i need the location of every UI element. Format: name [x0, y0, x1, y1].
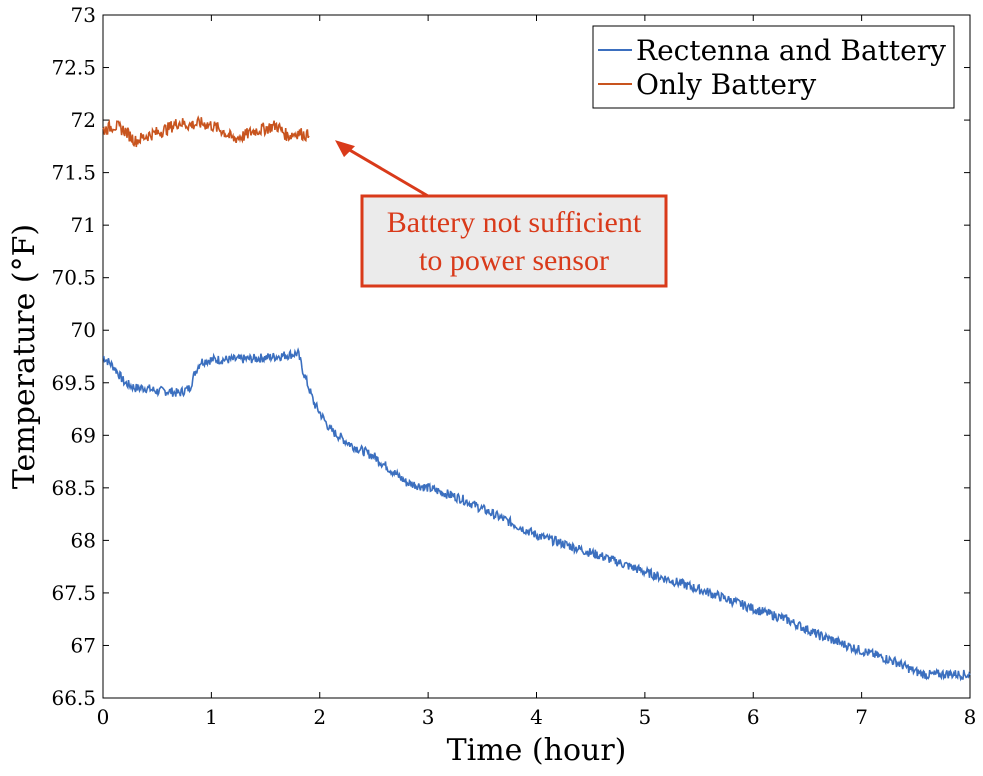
y-tick-label: 69 — [71, 423, 96, 447]
y-tick-label: 70 — [71, 318, 96, 342]
y-tick-label: 68 — [71, 528, 96, 552]
annotation-arrow-line — [347, 147, 429, 198]
x-tick-label: 5 — [639, 705, 652, 729]
y-tick-label: 72.5 — [51, 56, 96, 80]
annotation-text-line1: Battery not sufficient — [387, 206, 642, 239]
legend-label: Only Battery — [636, 68, 816, 101]
annotation: Battery not sufficient to power sensor — [335, 140, 668, 288]
y-tick-label: 71.5 — [51, 161, 96, 185]
annotation-text-line2: to power sensor — [419, 244, 609, 277]
y-tick-label: 71 — [71, 213, 96, 237]
y-tick-label: 66.5 — [51, 686, 96, 710]
x-tick-label: 1 — [205, 705, 218, 729]
annotation-arrowhead — [335, 140, 356, 158]
legend-box — [592, 25, 955, 109]
series-line-rectenna-and-battery — [102, 347, 971, 682]
x-tick-label: 0 — [97, 705, 110, 729]
annotation-box — [360, 194, 668, 288]
x-tick-label: 7 — [855, 705, 868, 729]
y-axis-title: Temperature (°F) — [7, 224, 42, 489]
x-tick-label: 3 — [422, 705, 435, 729]
series-line-only-battery — [102, 115, 310, 148]
y-tick-label: 72 — [71, 108, 96, 132]
x-axis-title: Time (hour) — [447, 733, 627, 768]
y-tick-label: 69.5 — [51, 371, 96, 395]
y-tick-label: 67.5 — [51, 581, 96, 605]
y-tick-label: 67 — [71, 633, 96, 657]
y-tick-label: 68.5 — [51, 476, 96, 500]
x-tick-label: 4 — [530, 705, 543, 729]
y-tick-label: 70.5 — [51, 266, 96, 290]
legend-label: Rectenna and Battery — [636, 34, 946, 67]
x-tick-label: 6 — [747, 705, 760, 729]
x-tick-label: 2 — [313, 705, 326, 729]
y-tick-label: 73 — [71, 3, 96, 27]
x-tick-label: 8 — [964, 705, 977, 729]
